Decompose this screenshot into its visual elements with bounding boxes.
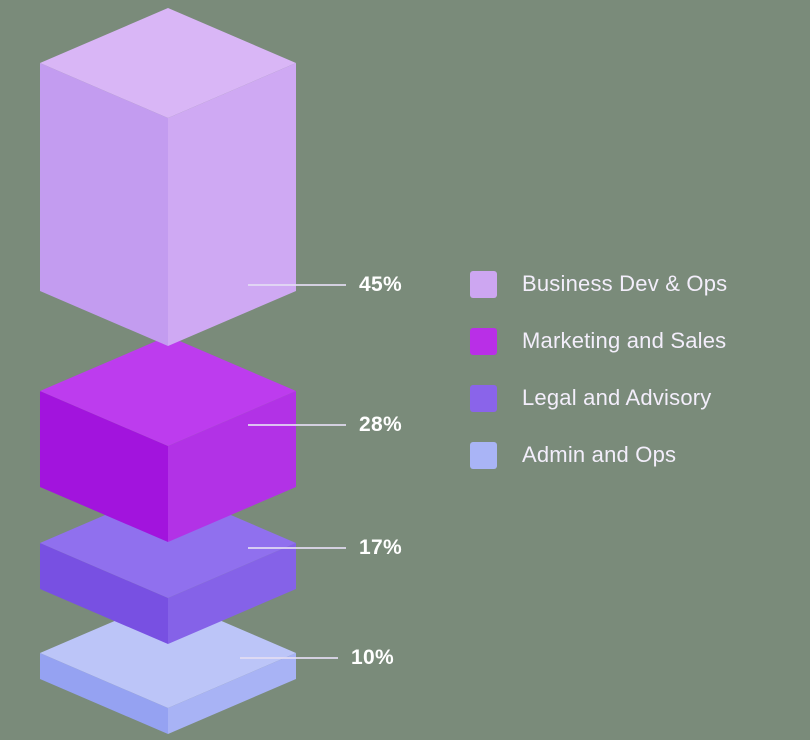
legend-swatch <box>470 270 497 298</box>
callout-segment-2: 28% <box>248 413 402 437</box>
legend-label: Marketing and Sales <box>522 328 727 353</box>
leader-line <box>248 284 346 286</box>
legend-label: Admin and Ops <box>522 442 677 467</box>
legend-swatch <box>470 327 497 355</box>
legend-label: Business Dev & Ops <box>522 271 728 296</box>
legend-swatch <box>470 441 497 469</box>
leader-line <box>248 547 346 549</box>
legend-swatch <box>470 384 497 412</box>
percent-label: 17% <box>359 536 402 559</box>
legend-item: Marketing and Sales <box>470 327 727 355</box>
legend-item: Business Dev & Ops <box>470 270 727 298</box>
leader-line <box>248 424 346 426</box>
legend-item: Legal and Advisory <box>470 384 727 412</box>
percent-label: 10% <box>351 646 394 669</box>
percent-label: 28% <box>359 413 402 436</box>
legend: Business Dev & Ops Marketing and Sales L… <box>470 270 727 498</box>
percent-label: 45% <box>359 273 402 296</box>
legend-label: Legal and Advisory <box>522 385 712 410</box>
callout-segment-4: 10% <box>240 646 394 670</box>
callout-segment-1: 45% <box>248 273 402 297</box>
leader-line <box>240 657 338 659</box>
callout-segment-3: 17% <box>248 536 402 560</box>
legend-item: Admin and Ops <box>470 441 727 469</box>
